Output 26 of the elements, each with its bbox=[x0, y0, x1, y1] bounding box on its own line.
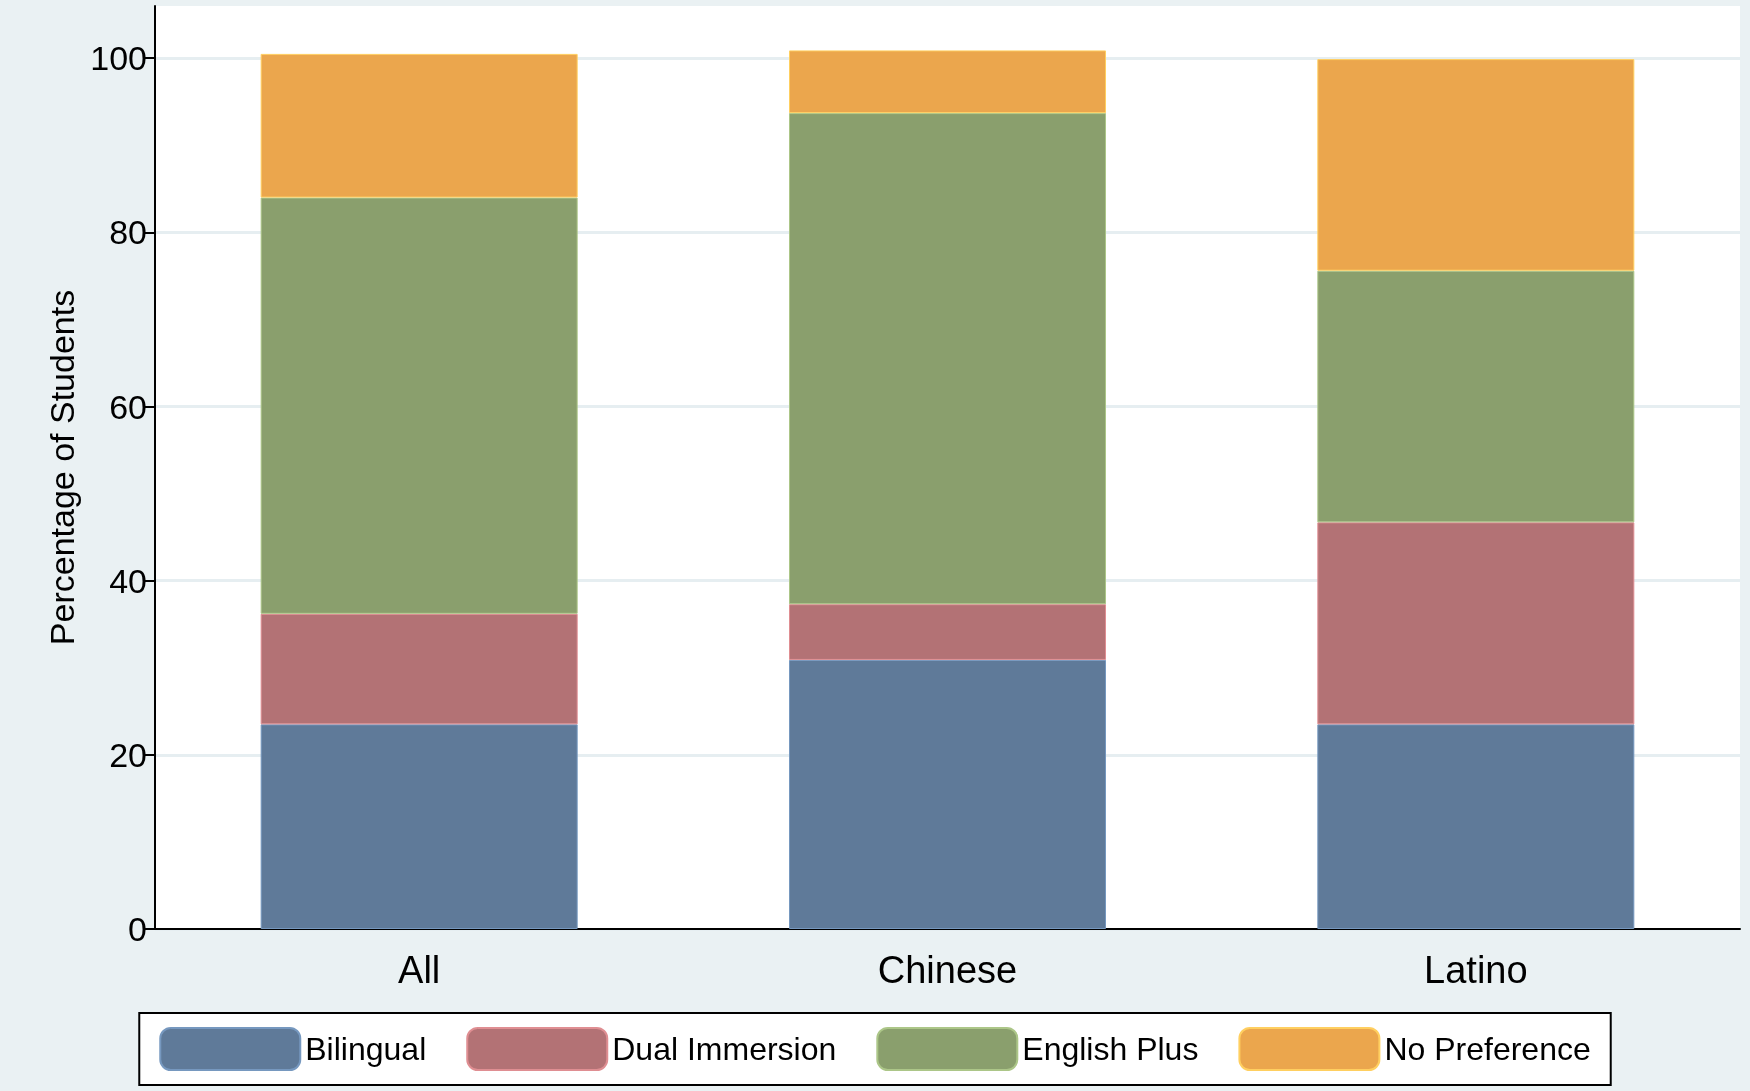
y-tick-label: 40 bbox=[109, 561, 147, 600]
y-tick-label: 100 bbox=[90, 39, 147, 78]
x-tick-label: Latino bbox=[1424, 949, 1528, 991]
bar bbox=[1317, 270, 1635, 523]
bar bbox=[260, 724, 578, 929]
legend-label: No Preference bbox=[1384, 1031, 1591, 1067]
bar bbox=[789, 604, 1106, 660]
bar bbox=[260, 613, 578, 725]
legend-label: Dual Immersion bbox=[612, 1031, 837, 1067]
y-tick-label: 20 bbox=[109, 735, 147, 774]
y-tick-label: 80 bbox=[109, 213, 147, 252]
bar bbox=[1317, 522, 1635, 725]
legend-label: Bilingual bbox=[305, 1031, 427, 1067]
bar bbox=[789, 50, 1106, 114]
legend-label: English Plus bbox=[1022, 1031, 1199, 1067]
x-tick-label: Chinese bbox=[877, 949, 1018, 991]
x-tick-label: All bbox=[398, 949, 441, 991]
bar bbox=[1317, 59, 1635, 271]
bar bbox=[260, 53, 578, 198]
y-axis-title: Percentage of Students bbox=[43, 289, 82, 646]
bar bbox=[789, 113, 1106, 605]
y-tick-label: 0 bbox=[128, 910, 147, 948]
bar bbox=[260, 197, 578, 614]
y-tick-label: 60 bbox=[109, 387, 147, 426]
bar bbox=[1317, 724, 1635, 929]
bar bbox=[789, 659, 1106, 929]
